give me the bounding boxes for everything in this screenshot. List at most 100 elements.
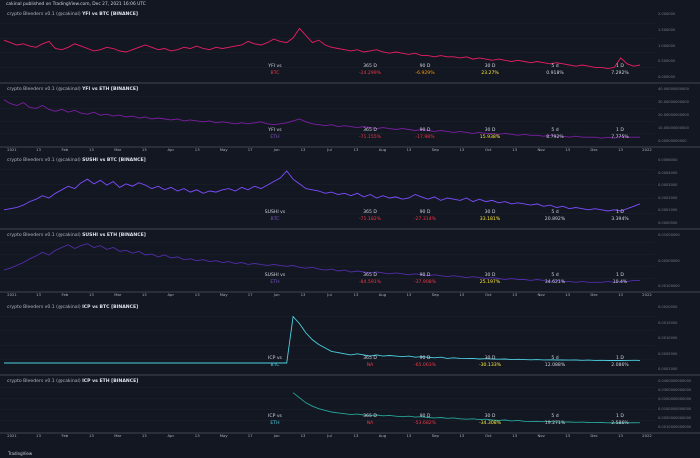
chart-pane[interactable]: crypto Bleeders v0.1 (@cakinal) ICP vs B… [0, 302, 700, 374]
period-header: 90 D [419, 128, 431, 133]
plot-area[interactable] [0, 84, 655, 146]
time-tick: 13 [300, 292, 306, 297]
period-change: 7.775% [611, 135, 629, 140]
plot-area[interactable] [0, 9, 655, 82]
period-change: 25.197% [479, 280, 501, 285]
period-header: 90 D [419, 210, 431, 215]
indicator-title[interactable]: crypto Bleeders v0.1 (@cakinal) SUSHI vs… [7, 233, 146, 238]
pane-separator[interactable] [0, 432, 700, 434]
price-series-svg [0, 23, 655, 70]
indicator-title[interactable]: crypto Bleeders v0.1 (@cakinal) ICP vs B… [7, 305, 138, 310]
price-series-svg [0, 315, 655, 364]
period-column: 365 D -71.155% [350, 128, 390, 140]
tradingview-logo[interactable]: TradingView [8, 451, 33, 456]
time-tick: Aug [378, 147, 387, 152]
plot-area[interactable] [0, 230, 655, 291]
period-column: 5 d 8.792% [535, 128, 575, 140]
chart-pane[interactable]: crypto Bleeders v0.1 (@cakinal) SUSHI vs… [0, 155, 700, 228]
chart-pane[interactable]: crypto Bleeders v0.1 (@cakinal) YFI vs B… [0, 9, 700, 82]
time-tick: 13 [406, 292, 412, 297]
price-tick: 0.00100000 [658, 284, 680, 288]
indicator-title[interactable]: crypto Bleeders v0.1 (@cakinal) YFI vs E… [7, 87, 138, 92]
time-tick: Jul [327, 147, 332, 152]
time-tick: 13 [194, 292, 200, 297]
price-tick: 0.0006000 [658, 158, 678, 162]
time-tick: 13 [618, 433, 623, 438]
time-tick: 13 [406, 147, 412, 152]
time-tick: 13 [512, 147, 518, 152]
indicator-title[interactable]: crypto Bleeders v0.1 (@cakinal) YFI vs B… [7, 12, 138, 17]
time-axis[interactable]: 2021 13 Feb 13 Mar 13 Apr 13 May 17 Jun 13 Jul 13 Aug 1… [0, 291, 655, 299]
indicator-name: crypto Bleeders v0.1 (@cakinal) [7, 233, 83, 238]
period-header: 90 D [419, 64, 431, 69]
time-tick: Feb [61, 433, 69, 438]
plot-area[interactable] [0, 376, 655, 432]
time-tick: Mar [114, 147, 122, 152]
time-axis[interactable]: 2021 13 Feb 13 Mar 13 Apr 13 May 17 Jun 13 Jul 13 Aug 1… [0, 146, 655, 154]
quote-label: ETH [270, 421, 280, 426]
pane-separator[interactable] [0, 146, 700, 148]
price-tick: 10.00000000000 [658, 126, 689, 130]
time-tick: Jun [273, 292, 280, 297]
symbol-pair: ICP vs BTC [BINANCE] [82, 305, 139, 310]
period-column: 365 D NA [350, 356, 390, 368]
period-header: 365 D [363, 356, 377, 361]
price-series-svg [0, 96, 655, 139]
pane-separator[interactable] [0, 374, 700, 376]
pair-column: SUSHI vs BTC [255, 210, 295, 222]
time-axis[interactable]: 2021 13 Feb 13 Mar 13 Apr 13 May 17 Jun 13 Jul 13 Aug 1… [0, 432, 655, 440]
chart-pane[interactable]: crypto Bleeders v0.1 (@cakinal) SUSHI vs… [0, 230, 700, 291]
time-tick: Sep [431, 292, 439, 297]
period-column: 30 D 23.27% [470, 64, 510, 76]
period-column: 5 d 20.892% [535, 210, 575, 222]
period-change: -30.133% [478, 363, 502, 368]
period-header: 30 D [484, 356, 496, 361]
price-axis[interactable]: 0.0006000 0.0004000 0.0003000 0.0002000 0.00… [656, 155, 700, 228]
symbol-pair: YFI vs BTC [BINANCE] [82, 12, 138, 17]
period-column: 30 D 15.938% [470, 128, 510, 140]
pane-separator[interactable] [0, 291, 700, 293]
pane-separator[interactable] [0, 82, 700, 84]
indicator-name: crypto Bleeders v0.1 (@cakinal) [7, 379, 83, 384]
price-series-svg [0, 241, 655, 283]
time-tick: Aug [378, 433, 387, 438]
time-tick: Nov [537, 292, 545, 297]
price-axis[interactable]: 40.00000000000 30.00000000000 20.000000000… [656, 84, 700, 146]
period-column: 365 D NA [350, 414, 390, 426]
chart-pane[interactable]: crypto Bleeders v0.1 (@cakinal) YFI vs E… [0, 84, 700, 146]
period-header: 1 D [616, 356, 624, 361]
price-axis[interactable]: 0.0400000000000 0.0300000000000 0.02000000… [656, 376, 700, 432]
period-change: 34.621% [544, 280, 566, 285]
price-tick: 0.000000 [658, 75, 676, 79]
period-header: 1 D [616, 273, 624, 278]
price-tick: 1.000000 [658, 43, 676, 48]
period-change: -71.182% [358, 217, 382, 222]
time-tick: 13 [353, 292, 359, 297]
price-tick: 0.0400000000000 [658, 379, 692, 383]
pane-separator[interactable] [0, 228, 700, 230]
time-tick: 17 [247, 292, 253, 297]
period-column: 1 D 2.586% [600, 414, 640, 426]
chart-pane[interactable]: crypto Bleeders v0.1 (@cakinal) ICP vs E… [0, 376, 700, 432]
footer-bar: TradingView [0, 448, 700, 458]
price-axis[interactable]: 0.0020000 0.0015000 0.0010000 0.0005000 0.00… [656, 302, 700, 374]
time-tick: 13 [459, 292, 465, 297]
time-tick: 2021 [7, 147, 17, 152]
period-column: 90 D -6.929% [405, 64, 445, 76]
indicator-title[interactable]: crypto Bleeders v0.1 (@cakinal) ICP vs E… [7, 379, 138, 384]
plot-area[interactable] [0, 155, 655, 228]
period-header: 5 d [551, 414, 559, 419]
plot-area[interactable] [0, 302, 655, 374]
period-change: 23.27% [481, 71, 499, 76]
price-tick: 0.0010000 [658, 336, 678, 340]
price-axis[interactable]: 0.01000000 0.00500000 0.00100000 [656, 230, 700, 291]
price-tick: 0.00500000 [658, 258, 680, 263]
period-column: 30 D 25.197% [470, 273, 510, 285]
time-tick: Oct [484, 292, 492, 297]
price-tick: 0.0010000000000 [658, 425, 692, 429]
time-tick: Apr [167, 292, 175, 297]
period-column: 30 D 33.181% [470, 210, 510, 222]
time-tick: 13 [353, 433, 359, 438]
price-axis[interactable]: 2.000000 1.500000 1.000000 0.500000 0.000000 [656, 9, 700, 82]
indicator-title[interactable]: crypto Bleeders v0.1 (@cakinal) SUSHI vs… [7, 158, 146, 163]
